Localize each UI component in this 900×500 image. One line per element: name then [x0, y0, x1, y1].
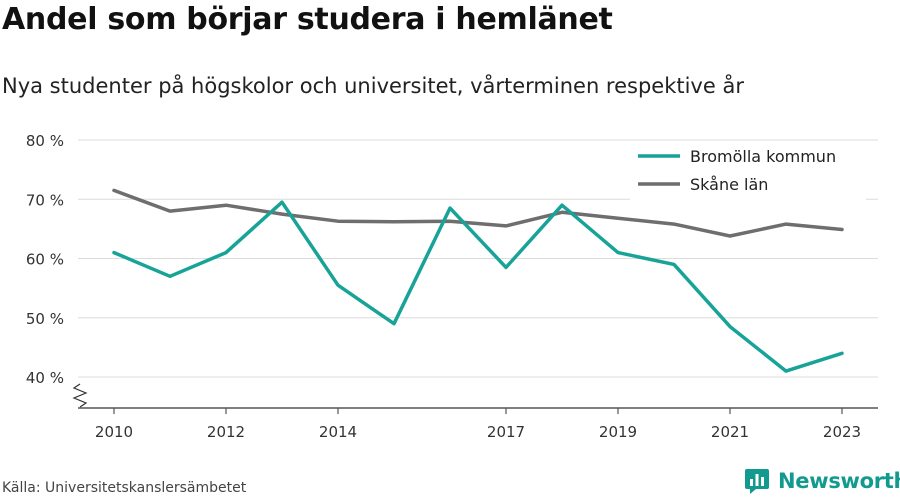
chart-title: Andel som börjar studera i hemlänet — [2, 2, 613, 37]
brand-logo[interactable]: Newsworthy — [744, 467, 900, 495]
source-note: Källa: Universitetskanslersämbetet — [2, 480, 247, 496]
legend-label: Bromölla kommun — [690, 147, 836, 166]
y-tick-label: 60 % — [26, 251, 64, 269]
legend-label: Skåne län — [690, 175, 768, 194]
y-tick-label: 40 % — [26, 369, 64, 387]
series-lines — [112, 188, 844, 373]
x-tick-label: 2010 — [95, 423, 133, 441]
legend-background — [630, 142, 866, 200]
axes: 40 % 50 % 60 % 70 % 80 % 2010 2012 2014 2017 2019… — [26, 132, 878, 441]
y-tick-label: 70 % — [26, 191, 64, 209]
chart-subtitle: Nya studenter på högskolor och universit… — [2, 74, 744, 98]
brand-name: Newsworthy — [778, 469, 900, 493]
series-line-sk-ne-l-n — [112, 188, 844, 238]
x-tick-label: 2012 — [207, 423, 245, 441]
series-line-brom-lla-kommun — [112, 200, 844, 373]
axis-break-icon — [72, 383, 88, 408]
legend: Bromölla kommun Skåne län — [630, 142, 866, 200]
bar-chart-logo-icon — [745, 469, 769, 494]
y-tick-label: 80 % — [26, 132, 64, 150]
y-tick-label: 50 % — [26, 310, 64, 328]
x-tick-label: 2021 — [711, 423, 749, 441]
x-tick-label: 2014 — [319, 423, 357, 441]
x-tick-label: 2023 — [823, 423, 861, 441]
x-tick-label: 2017 — [487, 423, 525, 441]
x-tick-label: 2019 — [599, 423, 637, 441]
